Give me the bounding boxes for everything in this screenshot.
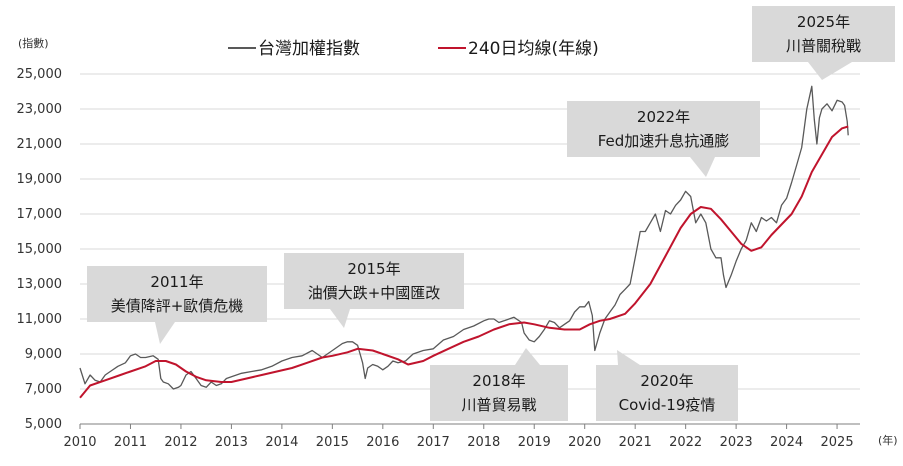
- x-tick-label: 2023: [720, 435, 753, 450]
- callout-pointer: [155, 322, 175, 344]
- x-tick-label: 2022: [669, 435, 702, 450]
- y-tick-label: 9,000: [25, 347, 62, 362]
- ma240-series-line: [79, 125, 849, 399]
- callout-pointer: [690, 157, 715, 177]
- callout-text: 川普貿易戰: [461, 396, 536, 414]
- y-axis-ticks: 5,000 7,000 9,000 11,000 13,000 15,000 17,000 1…: [17, 67, 63, 432]
- x-tick-label: 2021: [619, 435, 652, 450]
- callout-text: 2025年: [797, 13, 850, 31]
- legend-label: 台灣加權指數: [258, 39, 360, 59]
- x-tick-label: 2020: [568, 435, 601, 450]
- callout-pointer: [330, 309, 350, 328]
- x-tick-label: 2010: [63, 435, 96, 450]
- y-tick-label: 11,000: [17, 312, 63, 327]
- x-tick-label: 2013: [215, 435, 248, 450]
- x-tick-label: 2016: [366, 435, 399, 450]
- index-series-line: [79, 85, 849, 390]
- callout-text: Fed加速升息抗通膨: [598, 132, 730, 150]
- callout-box: [87, 266, 267, 322]
- callout-box: [567, 101, 760, 157]
- annotation-callout: 2022年 Fed加速升息抗通膨: [567, 101, 760, 177]
- x-tick-label: 2011: [114, 435, 147, 450]
- callout-text: 美債降評+歐債危機: [111, 297, 244, 315]
- annotations: 2011年美債降評+歐債危機2015年油價大跌+中國匯改2018年川普貿易戰20…: [87, 6, 895, 421]
- callout-text: 2011年: [150, 273, 203, 291]
- callout-text: 2018年: [472, 372, 525, 390]
- callout-box: [596, 365, 738, 421]
- y-tick-label: 5,000: [25, 417, 62, 432]
- callout-pointer: [617, 350, 640, 365]
- x-tick-label: 2019: [518, 435, 551, 450]
- callout-text: Covid-19疫情: [619, 396, 716, 414]
- x-tick-label: 2025: [821, 435, 854, 450]
- y-tick-label: 21,000: [17, 137, 63, 152]
- callout-pointer: [808, 62, 852, 80]
- callout-box: [284, 253, 464, 309]
- y-tick-label: 15,000: [17, 242, 63, 257]
- x-tick-label: 2024: [770, 435, 803, 450]
- x-tick-label: 2012: [164, 435, 197, 450]
- y-unit-label: (指數): [18, 36, 49, 50]
- x-axis-ticks: 2010 2011 2012 2013 2014 2015 2016 2017 2018 2019…: [63, 424, 854, 450]
- callout-pointer: [515, 348, 540, 365]
- x-tick-label: 2018: [467, 435, 500, 450]
- callout-text: 2015年: [347, 260, 400, 278]
- y-tick-label: 17,000: [17, 207, 63, 222]
- legend-label: 240日均線(年線): [468, 39, 599, 59]
- series-lines: [79, 85, 849, 399]
- callout-text: 川普關稅戰: [786, 37, 861, 55]
- x-tick-label: 2017: [417, 435, 450, 450]
- annotation-callout: 2020年 Covid-19疫情: [596, 350, 738, 421]
- callout-text: 油價大跌+中國匯改: [308, 284, 441, 302]
- y-tick-label: 19,000: [17, 172, 63, 187]
- callout-text: 2022年: [637, 108, 690, 126]
- y-tick-label: 13,000: [17, 277, 63, 292]
- x-tick-label: 2014: [265, 435, 298, 450]
- callout-text: 2020年: [640, 372, 693, 390]
- y-tick-label: 25,000: [17, 67, 63, 82]
- x-tick-label: 2015: [316, 435, 349, 450]
- y-tick-label: 23,000: [17, 102, 63, 117]
- y-tick-label: 7,000: [25, 382, 62, 397]
- callout-box: [430, 365, 568, 421]
- x-unit-label: (年): [878, 433, 898, 447]
- callout-box: [752, 6, 895, 62]
- legend: 台灣加權指數 240日均線(年線): [228, 39, 599, 59]
